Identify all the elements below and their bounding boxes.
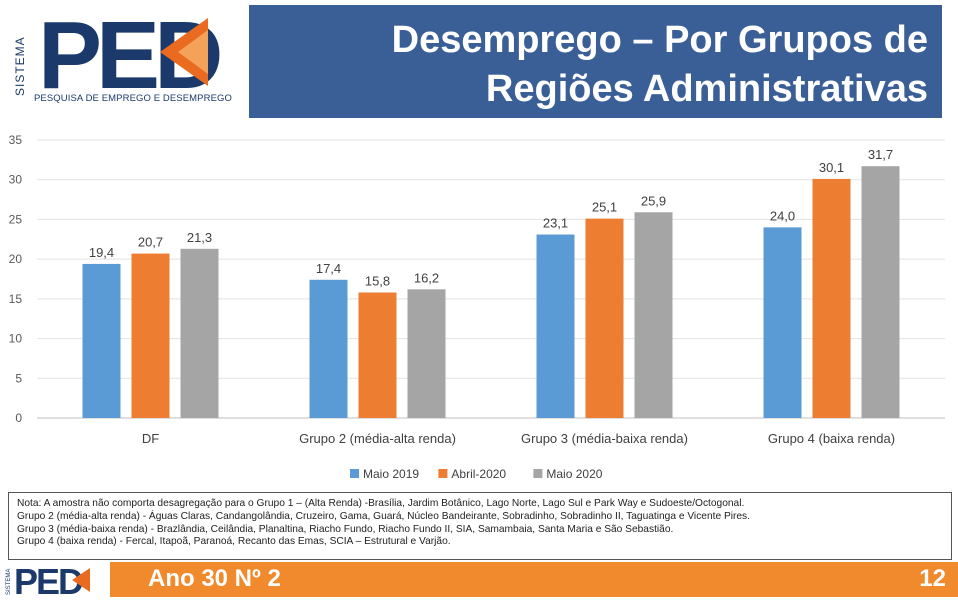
y-tick-label: 5: [15, 371, 22, 385]
bar: [536, 234, 575, 418]
sistema-vertical-label: SISTEMA: [13, 36, 27, 96]
data-label: 20,7: [138, 235, 163, 250]
y-tick-label: 0: [15, 411, 22, 425]
footer-ped-text: PED: [14, 561, 83, 597]
footnote-box: Nota: A amostra não comporta desagregaçã…: [8, 492, 952, 560]
footnote-line: Nota: A amostra não comporta desagregaçã…: [17, 498, 745, 509]
bar: [358, 292, 397, 418]
legend-label: Abril-2020: [451, 467, 506, 481]
data-label: 25,1: [592, 200, 617, 215]
legend-swatch: [438, 469, 448, 478]
bar: [82, 263, 121, 418]
edition-label: Ano 30 Nº 2: [148, 565, 281, 592]
data-label: 16,2: [414, 270, 439, 285]
footer-logo-arrow: [72, 568, 90, 592]
data-label: 24,0: [770, 208, 795, 223]
page-title-line-2: Regiões Administrativas: [485, 68, 928, 110]
footnote-line: Grupo 2 (média-alta renda) - Águas Clara…: [17, 510, 750, 522]
data-label: 19,4: [89, 245, 114, 260]
data-label: 31,7: [868, 147, 893, 162]
footer-logo-mark: SISTEMA PED: [6, 561, 90, 601]
data-label: 25,9: [641, 193, 666, 208]
category-label: Grupo 4 (baixa renda): [768, 431, 895, 446]
bar: [407, 289, 446, 418]
logo-arrow-shape-inner: [178, 30, 208, 74]
bar: [861, 166, 900, 418]
category-label: Grupo 2 (média-alta renda): [299, 431, 456, 446]
data-label: 17,4: [316, 261, 341, 276]
data-label: 23,1: [543, 216, 568, 231]
legend-label: Maio 2019: [363, 467, 419, 481]
y-tick-label: 30: [9, 173, 23, 187]
footnote-line: Grupo 3 (média-baixa renda) - Brazlândia…: [17, 523, 674, 535]
category-label: Grupo 3 (média-baixa renda): [521, 431, 688, 446]
legend-swatch: [350, 469, 359, 478]
title-bar: Desemprego – Por Grupos de Regiões Admin…: [249, 5, 942, 118]
legend-swatch: [533, 469, 543, 478]
ped-logo-mark: PED: [38, 2, 226, 109]
sistema-label: SISTEMA: [13, 36, 27, 96]
y-tick-label: 20: [9, 252, 23, 266]
category-label: DF: [142, 431, 159, 446]
ped-logo: SISTEMA PED PESQUISA DE EMPREGO E DESEMP…: [0, 0, 248, 118]
y-tick-label: 25: [9, 212, 23, 226]
logo-subtitle: PESQUISA DE EMPREGO E DESEMPREGO: [34, 93, 232, 104]
bar: [585, 218, 624, 418]
y-tick-label: 10: [9, 332, 23, 346]
legend-label: Maio 2020: [546, 467, 602, 481]
footer-ped-logo: SISTEMA PED: [0, 561, 110, 601]
page-number: 12: [919, 565, 946, 592]
footer-bar: Ano 30 Nº 2 12: [110, 562, 958, 597]
bar: [131, 253, 170, 418]
bar: [812, 178, 851, 418]
data-label: 30,1: [819, 160, 844, 175]
data-label: 21,3: [187, 230, 212, 245]
data-label: 15,8: [365, 274, 390, 289]
footer-sistema-label: SISTEMA: [6, 569, 12, 595]
bar: [309, 279, 348, 418]
bar: [763, 227, 802, 418]
page-title-line-1: Desemprego – Por Grupos de: [391, 19, 928, 61]
bar: [634, 212, 673, 418]
y-tick-label: 35: [9, 133, 23, 147]
bar: [180, 248, 219, 418]
footnote-line: Grupo 4 (baixa renda) - Fercal, Itapoã, …: [17, 536, 451, 548]
y-tick-label: 15: [9, 292, 23, 306]
bar-chart: 0 5 10 15 20 25 30 35 19,4 20,7 21,3 DF 17,4 15,8 16,2…: [9, 133, 945, 481]
